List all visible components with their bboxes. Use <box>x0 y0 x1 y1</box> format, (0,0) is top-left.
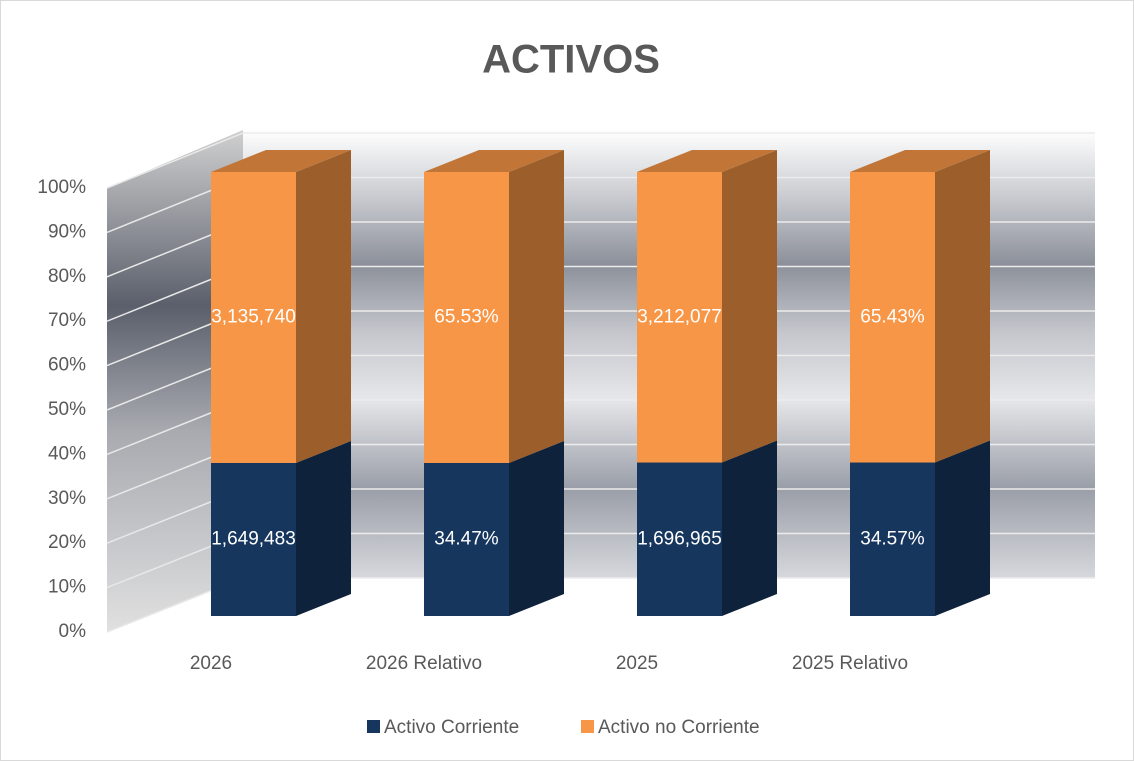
data-label: 1,696,965 <box>637 528 722 549</box>
data-label: 3,135,740 <box>211 306 296 327</box>
bar-side <box>509 440 564 616</box>
x-tick-label: 2026 <box>190 653 232 674</box>
data-label: 34.57% <box>860 528 925 549</box>
bar-side <box>722 150 777 463</box>
legend-swatch <box>367 720 380 733</box>
y-tick-label: 70% <box>48 310 86 331</box>
chart-title: ACTIVOS <box>482 38 660 82</box>
legend-swatch <box>581 720 594 733</box>
y-tick-label: 50% <box>48 399 86 420</box>
bar <box>637 172 722 463</box>
legend-label: Activo no Corriente <box>598 717 760 738</box>
bar-top <box>850 150 990 172</box>
bar-side <box>935 150 990 463</box>
bar <box>637 462 722 616</box>
x-tick-label: 2026 Relativo <box>366 653 482 674</box>
bar <box>424 172 509 463</box>
bar-side <box>296 150 351 463</box>
data-label: 65.53% <box>434 306 499 327</box>
bar <box>850 462 935 616</box>
y-tick-label: 20% <box>48 532 86 553</box>
x-tick-label: 2025 <box>616 653 658 674</box>
data-label: 34.47% <box>434 528 499 549</box>
bar-top <box>424 150 564 172</box>
bar-side <box>509 150 564 463</box>
bar <box>424 462 509 616</box>
y-tick-label: 80% <box>48 266 86 287</box>
bar <box>850 172 935 463</box>
bar-side <box>722 440 777 616</box>
y-tick-label: 10% <box>48 577 86 598</box>
bar-side <box>935 440 990 616</box>
data-label: 1,649,483 <box>211 528 296 549</box>
side-wall <box>107 130 243 632</box>
y-tick-label: 100% <box>37 177 86 198</box>
y-tick-label: 0% <box>59 621 87 642</box>
legend-label: Activo Corriente <box>384 717 519 738</box>
bar-top <box>637 150 777 172</box>
x-tick-label: 2025 Relativo <box>792 653 908 674</box>
bar-side <box>296 440 351 616</box>
data-label: 3,212,077 <box>637 306 722 327</box>
y-tick-label: 30% <box>48 488 86 509</box>
y-tick-label: 60% <box>48 355 86 376</box>
bar <box>211 172 296 463</box>
bar <box>211 462 296 616</box>
y-tick-label: 40% <box>48 443 86 464</box>
bar-top <box>211 150 351 172</box>
grid-line <box>106 132 244 189</box>
data-label: 65.43% <box>860 306 925 327</box>
y-tick-label: 90% <box>48 221 86 242</box>
